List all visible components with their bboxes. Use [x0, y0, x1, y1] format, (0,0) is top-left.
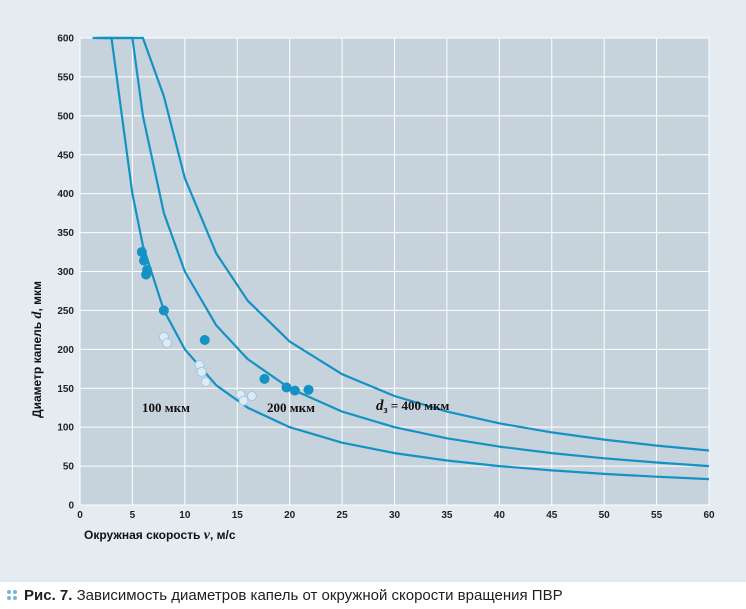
- x-tick-labels: 0 5 10 15 20 25 30 35 40 45 50 55 60: [77, 510, 715, 521]
- filled-data-point: [289, 385, 300, 396]
- x-tick-label: 40: [494, 510, 506, 521]
- curve-label-400-var: d: [376, 398, 384, 414]
- x-tick-label: 50: [599, 510, 611, 521]
- curve-label-100: 100 мкм: [142, 400, 190, 415]
- x-tick-label: 35: [441, 510, 453, 521]
- x-tick-label: 25: [337, 510, 349, 521]
- hollow-data-point: [200, 377, 211, 388]
- x-tick-label: 20: [284, 510, 296, 521]
- filled-data-point: [281, 382, 292, 393]
- x-tick-label: 55: [651, 510, 663, 521]
- x-tick-label: 0: [77, 510, 83, 521]
- curve-label-400-sub: з: [384, 405, 388, 416]
- data-points: [136, 247, 314, 406]
- chart-figure: 0 5 10 15 20 25 30 35 40 45 50 55 60 0 50 100 150 200 250…: [0, 0, 746, 582]
- y-tick-labels: 0 50 100 150 200 250 300 350 400 450 500 550 600: [57, 34, 74, 512]
- hollow-data-point: [238, 395, 249, 406]
- hollow-data-point: [196, 366, 207, 377]
- curve-labels: 100 мкм 200 мкм dз = 400 мкм: [142, 398, 450, 416]
- x-tick-label: 15: [232, 510, 244, 521]
- x-axis-title: Окружная скорость v, м/с: [84, 528, 236, 543]
- y-tick-label: 150: [57, 384, 74, 395]
- y-axis-title: Диаметр капель d, мкм: [30, 281, 45, 418]
- figure-caption: Рис. 7. Зависимость диаметров капель от …: [6, 586, 563, 606]
- y-tick-label: 500: [57, 111, 74, 122]
- filled-data-point: [142, 264, 153, 275]
- x-tick-label: 60: [703, 510, 715, 521]
- filled-data-point: [199, 334, 210, 345]
- y-tick-label: 400: [57, 189, 74, 200]
- hollow-data-point: [246, 391, 257, 402]
- curve-label-400: dз = 400 мкм: [376, 398, 450, 416]
- filled-data-point: [136, 247, 147, 258]
- grid-lines: [79, 37, 710, 506]
- chart-svg: 0 5 10 15 20 25 30 35 40 45 50 55 60 0 50 100 150 200 250…: [30, 34, 715, 544]
- x-tick-label: 45: [546, 510, 558, 521]
- y-tick-label: 0: [68, 501, 74, 512]
- y-tick-label: 350: [57, 228, 74, 239]
- x-tick-label: 30: [389, 510, 401, 521]
- filled-data-point: [158, 305, 169, 316]
- figure-number: Рис. 7.: [24, 587, 73, 604]
- y-tick-label: 100: [57, 423, 74, 434]
- hollow-data-point: [162, 338, 173, 349]
- curve-label-400-value: = 400 мкм: [388, 398, 450, 413]
- y-tick-label: 50: [63, 462, 75, 473]
- y-tick-label: 450: [57, 150, 74, 161]
- x-tick-label: 5: [130, 510, 136, 521]
- x-tick-label: 10: [179, 510, 191, 521]
- caption-text: Зависимость диаметров капель от окружной…: [76, 587, 563, 604]
- caption-dots-icon: [7, 590, 17, 600]
- curve-3: [103, 36, 710, 452]
- curve-label-200: 200 мкм: [267, 400, 315, 415]
- y-tick-label: 250: [57, 306, 74, 317]
- y-tick-label: 200: [57, 345, 74, 356]
- filled-data-point: [303, 384, 314, 395]
- y-tick-label: 300: [57, 267, 74, 278]
- y-tick-label: 600: [57, 34, 74, 45]
- filled-data-point: [259, 373, 270, 384]
- filled-data-point: [138, 255, 149, 266]
- y-tick-label: 550: [57, 72, 74, 83]
